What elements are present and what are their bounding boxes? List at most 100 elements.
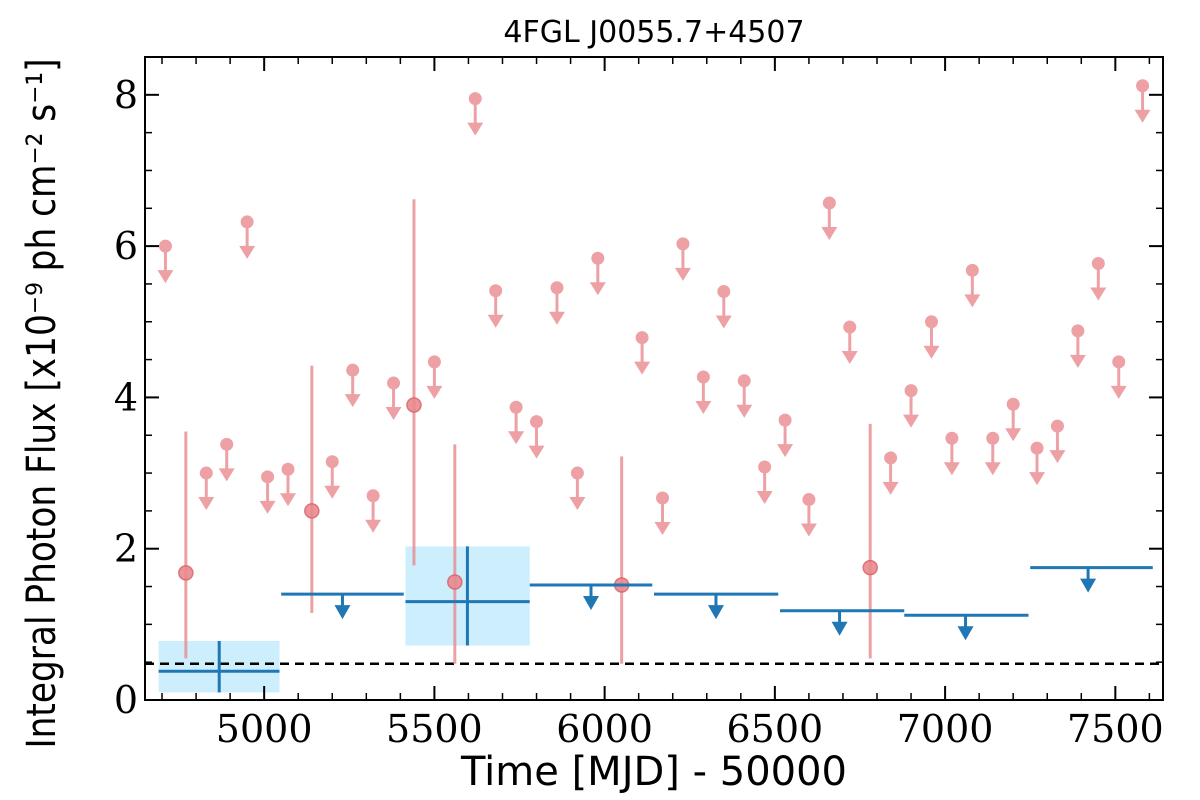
- upper-limit-arrow: [467, 122, 484, 136]
- fine-upper-limit: [569, 466, 586, 511]
- fine-upper-limit: [528, 415, 545, 459]
- y-tick-label: 4: [114, 375, 138, 419]
- upper-limit-arrow: [385, 407, 402, 421]
- fine-upper-limit: [279, 462, 296, 507]
- fine-upper-limit: [984, 431, 1001, 476]
- upper-limit-arrow: [1069, 354, 1086, 368]
- fine-upper-limit: [923, 315, 940, 359]
- upper-limit-marker: [676, 237, 690, 251]
- upper-limit-marker: [346, 363, 360, 377]
- fine-upper-limit: [218, 437, 235, 482]
- fine-upper-limit: [1090, 257, 1107, 301]
- fine-upper-limit: [239, 215, 256, 259]
- upper-limit-marker: [366, 489, 380, 503]
- upper-limit-marker: [325, 455, 339, 469]
- coarse-upper-limit-arrow: [957, 626, 974, 641]
- x-tick-label: 7000: [897, 707, 994, 751]
- fine-upper-limit: [487, 284, 504, 328]
- upper-limit-arrow: [943, 462, 960, 476]
- upper-limit-arrow: [589, 282, 606, 296]
- upper-limit-arrow: [365, 519, 382, 533]
- upper-limit-marker: [696, 370, 710, 384]
- upper-limit-marker: [591, 251, 605, 265]
- upper-limit-marker: [717, 285, 731, 299]
- x-tick-label: 6000: [556, 707, 653, 751]
- upper-limit-arrow: [882, 481, 899, 495]
- fine-detections: [178, 199, 878, 664]
- upper-limit-marker: [758, 460, 772, 474]
- fine-upper-limits: [157, 79, 1151, 537]
- fine-upper-limit: [695, 370, 712, 414]
- upper-limit-arrow: [984, 462, 1001, 476]
- upper-limit-arrow: [821, 226, 838, 240]
- upper-limit-marker: [965, 263, 979, 277]
- upper-limit-arrow: [800, 523, 817, 537]
- upper-limit-marker: [550, 281, 564, 295]
- upper-limit-arrow: [841, 351, 858, 365]
- y-tick-label: 6: [114, 224, 138, 268]
- fine-upper-limit: [634, 331, 651, 375]
- upper-limit-marker: [884, 451, 898, 465]
- chart-title: 4FGL J0055.7+4507: [503, 15, 804, 50]
- upper-limit-arrow: [777, 444, 794, 458]
- axis-ticks: 5000 5500 6000 6500 7000 7500 0 2 4 6 8: [114, 57, 1164, 751]
- upper-limit-arrow: [715, 315, 732, 329]
- fine-detection-point: [862, 559, 878, 576]
- upper-limit-marker: [281, 462, 295, 476]
- fine-upper-limit: [259, 470, 276, 514]
- upper-limit-marker: [261, 470, 275, 484]
- upper-limit-marker: [986, 431, 1000, 445]
- upper-limit-marker: [427, 355, 441, 369]
- fine-detection-point: [304, 503, 320, 519]
- upper-limit-arrow: [1005, 428, 1022, 442]
- upper-limit-marker: [570, 466, 584, 480]
- upper-limit-marker: [656, 491, 670, 505]
- upper-limit-marker: [240, 215, 254, 229]
- upper-limit-marker: [1006, 397, 1020, 411]
- x-tick-label: 5000: [216, 707, 313, 751]
- upper-limit-marker: [822, 196, 836, 210]
- upper-limit-arrow: [923, 345, 940, 359]
- upper-limit-arrow: [157, 270, 174, 284]
- fine-upper-limit: [736, 374, 753, 418]
- fine-upper-limit: [157, 239, 174, 284]
- fine-detection-point: [406, 397, 422, 413]
- upper-limit-marker: [489, 284, 503, 298]
- x-tick-label: 5500: [386, 707, 483, 751]
- upper-limit-arrow: [964, 294, 981, 308]
- y-axis-label: Integral Photon Flux [x10⁻⁹ ph cm⁻² s⁻¹]: [19, 59, 65, 749]
- upper-limit-marker: [778, 413, 792, 427]
- upper-limit-marker: [1112, 355, 1126, 369]
- upper-limit-arrow: [695, 400, 712, 414]
- coarse-upper-limit-arrow: [583, 596, 600, 611]
- upper-limit-marker: [802, 493, 816, 507]
- upper-limit-arrow: [756, 491, 773, 505]
- fine-upper-limit: [1049, 419, 1066, 464]
- fine-upper-limit: [777, 413, 794, 458]
- upper-limit-arrow: [239, 245, 256, 259]
- coarse-upper-limit-arrow: [1080, 578, 1097, 593]
- upper-limit-arrow: [1049, 450, 1066, 464]
- coarse-series: [158, 546, 1153, 693]
- upper-limit-marker: [843, 320, 857, 334]
- upper-limit-arrow: [654, 522, 671, 536]
- fine-upper-limit: [1005, 397, 1022, 442]
- fine-upper-limit: [426, 355, 443, 399]
- fine-upper-limit: [674, 237, 691, 281]
- fine-upper-limit: [882, 451, 899, 495]
- upper-limit-arrow: [344, 394, 361, 408]
- upper-limit-arrow: [324, 485, 341, 499]
- fine-upper-limit: [800, 493, 817, 537]
- upper-limit-arrow: [259, 500, 276, 514]
- fine-upper-limit: [903, 384, 920, 428]
- upper-limit-arrow: [548, 311, 565, 325]
- upper-limit-arrow: [569, 497, 586, 511]
- upper-limit-arrow: [528, 445, 545, 459]
- upper-limit-marker: [509, 400, 523, 414]
- fine-upper-limit: [715, 285, 732, 329]
- y-tick-label: 8: [114, 73, 138, 117]
- upper-limit-arrow: [1134, 109, 1151, 123]
- upper-limit-arrow: [1090, 287, 1107, 301]
- fine-upper-limit: [1069, 324, 1086, 368]
